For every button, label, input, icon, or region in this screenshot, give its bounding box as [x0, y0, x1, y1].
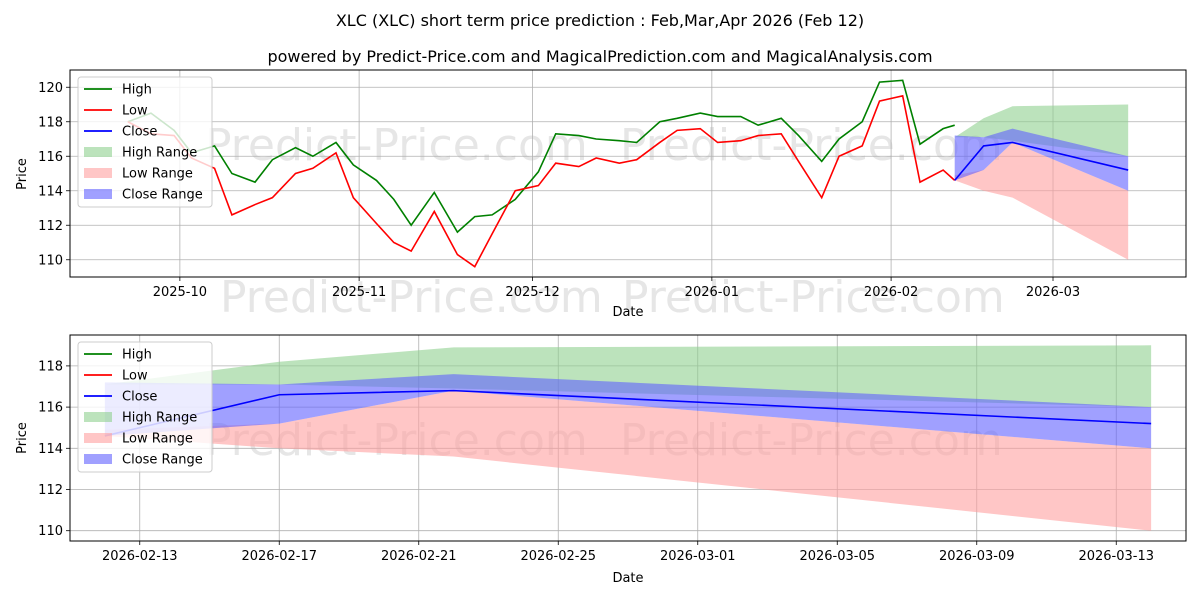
x-tick-label: 2026-03-13 [1078, 549, 1154, 564]
high-range-band [954, 104, 1129, 157]
y-tick-label: 110 [38, 253, 63, 268]
legend-label: Close [122, 390, 157, 405]
bottom-ylabel: Price [15, 422, 30, 454]
legend-label: Low Range [122, 167, 193, 182]
legend-label: Low [122, 369, 148, 384]
x-tick-label: 2026-02-13 [102, 549, 178, 564]
x-tick-label: 2025-12 [505, 285, 559, 300]
bottom-legend: High Low Close High Range Low Range Close Ran… [77, 341, 213, 473]
legend-label: Close Range [122, 188, 203, 203]
watermark: Predict-Price.com [220, 272, 603, 323]
x-tick-label: 2025-11 [332, 285, 386, 300]
legend-label: High [122, 348, 152, 363]
top-lines [127, 79, 1129, 268]
legend-label: Low [122, 104, 148, 119]
x-tick-label: 2026-02 [864, 285, 918, 300]
y-tick-label: 112 [38, 219, 63, 234]
high-series-line [127, 79, 955, 234]
x-tick-label: 2026-01 [685, 285, 739, 300]
chart-subtitle: powered by Predict-Price.com and Magical… [267, 47, 932, 66]
x-tick-label: 2026-03-01 [660, 549, 736, 564]
watermark: Predict-Price.com [622, 272, 1005, 323]
bottom-ranges [104, 345, 1152, 531]
watermark: Predict-Price.com [620, 120, 1003, 171]
x-tick-label: 2026-03-05 [799, 549, 875, 564]
y-tick-label: 118 [38, 115, 63, 130]
top-plot-frame [69, 69, 1187, 278]
x-tick-label: 2026-02-25 [520, 549, 596, 564]
x-tick-label: 2026-03 [1026, 285, 1080, 300]
y-tick-label: 110 [38, 524, 63, 539]
x-tick-label: 2025-10 [153, 285, 207, 300]
legend-label: Close [122, 125, 157, 140]
top-ylabel: Price [15, 158, 30, 190]
y-tick-label: 120 [38, 81, 63, 96]
legend-label: High Range [122, 411, 197, 426]
bottom-panel: Predict-Price.com Predict-Price.com 2026… [15, 334, 1187, 586]
low-range-band [104, 390, 1152, 531]
y-tick-label: 112 [38, 483, 63, 498]
top-panel: Predict-Price.com Predict-Price.com Pred… [15, 69, 1187, 323]
x-tick-label: 2026-02-17 [241, 549, 317, 564]
x-tick-label: 2026-03-09 [939, 549, 1015, 564]
high-range-band [104, 345, 1152, 408]
bottom-xlabel: Date [612, 571, 643, 586]
legend-close-range-swatch [84, 189, 112, 199]
low-range-band [954, 142, 1129, 260]
close-forecast-line [954, 141, 1129, 181]
y-tick-label: 114 [38, 184, 63, 199]
legend-label: Low Range [122, 432, 193, 447]
top-ticks: 2025-10 2025-11 2025-12 2026-01 2026-02 2026-… [38, 81, 1080, 300]
legend-label: High Range [122, 146, 197, 161]
top-ranges [954, 104, 1129, 260]
y-tick-label: 116 [38, 401, 63, 416]
y-tick-label: 114 [38, 442, 63, 457]
legend-label: High [122, 83, 152, 98]
chart-title: XLC (XLC) short term price prediction : … [336, 11, 864, 30]
legend-high-range-swatch [84, 147, 112, 157]
legend-low-range-swatch [84, 168, 112, 178]
bottom-ticks: 2026-02-13 2026-02-17 2026-02-21 2026-02-25… [38, 359, 1154, 564]
legend-close-range-swatch [84, 454, 112, 464]
watermark: Predict-Price.com [205, 120, 588, 171]
legend-low-range-swatch [84, 433, 112, 443]
low-series-line [127, 94, 956, 268]
top-legend: High Low Close High Range Low Range Close Ran… [77, 76, 213, 208]
legend-high-range-swatch [84, 412, 112, 422]
top-xlabel: Date [612, 305, 643, 320]
legend-label: Close Range [122, 453, 203, 468]
y-tick-label: 116 [38, 150, 63, 165]
x-tick-label: 2026-02-21 [381, 549, 457, 564]
bottom-plot-frame [69, 334, 1187, 542]
y-tick-label: 118 [38, 359, 63, 374]
